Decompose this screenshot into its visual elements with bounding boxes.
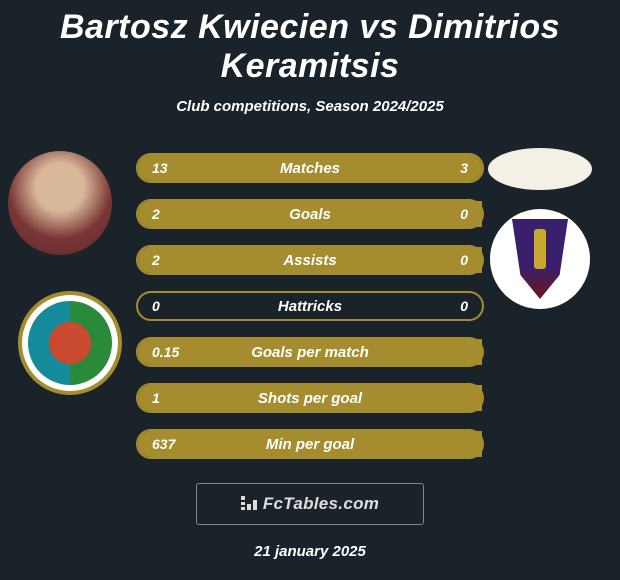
stat-label: Matches bbox=[208, 160, 412, 177]
stat-value-right: 0 bbox=[412, 298, 482, 314]
date-label: 21 january 2025 bbox=[0, 543, 620, 560]
brand-label: FcTables.com bbox=[263, 494, 379, 513]
stat-label: Assists bbox=[208, 252, 412, 269]
stat-value-left: 1 bbox=[138, 390, 208, 406]
stat-value-right: 3 bbox=[412, 160, 482, 176]
club-left-badge bbox=[18, 291, 122, 395]
player-right-avatar bbox=[488, 148, 592, 190]
stat-value-left: 637 bbox=[138, 436, 208, 452]
stat-value-left: 0 bbox=[138, 298, 208, 314]
stat-label: Shots per goal bbox=[208, 390, 412, 407]
bars-icon bbox=[241, 496, 259, 510]
stat-label: Goals per match bbox=[208, 344, 412, 361]
stat-value-right: 0 bbox=[412, 206, 482, 222]
stat-label: Min per goal bbox=[208, 436, 412, 453]
stat-label: Goals bbox=[208, 206, 412, 223]
stat-row: 0Hattricks0 bbox=[136, 291, 484, 321]
stat-value-left: 13 bbox=[138, 160, 208, 176]
stat-bars: 13Matches32Goals02Assists00Hattricks00.1… bbox=[136, 153, 484, 475]
stat-value-left: 0.15 bbox=[138, 344, 208, 360]
comparison-area: 13Matches32Goals02Assists00Hattricks00.1… bbox=[0, 143, 620, 473]
stat-value-right: 0 bbox=[412, 252, 482, 268]
fctables-link[interactable]: FcTables.com bbox=[196, 483, 424, 525]
stat-row: 13Matches3 bbox=[136, 153, 484, 183]
stat-value-left: 2 bbox=[138, 206, 208, 222]
stat-row: 2Goals0 bbox=[136, 199, 484, 229]
player-left-avatar bbox=[8, 151, 112, 255]
stat-row: 637Min per goal bbox=[136, 429, 484, 459]
club-right-badge bbox=[490, 209, 590, 309]
footer: FcTables.com bbox=[0, 483, 620, 525]
stat-row: 0.15Goals per match bbox=[136, 337, 484, 367]
stat-row: 2Assists0 bbox=[136, 245, 484, 275]
stat-value-left: 2 bbox=[138, 252, 208, 268]
stat-row: 1Shots per goal bbox=[136, 383, 484, 413]
page-title: Bartosz Kwiecien vs Dimitrios Keramitsis bbox=[0, 0, 620, 86]
subtitle: Club competitions, Season 2024/2025 bbox=[0, 98, 620, 115]
stat-label: Hattricks bbox=[208, 298, 412, 315]
